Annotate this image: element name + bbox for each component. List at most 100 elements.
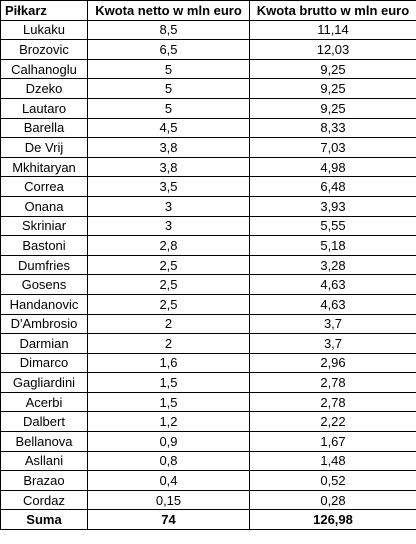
- net-amount: 6,5: [87, 39, 250, 60]
- player-name: Gagliardini: [0, 372, 88, 393]
- table-row: Dzeko 5 9,25: [0, 78, 416, 99]
- table-row: Gagliardini 1,5 2,78: [0, 372, 416, 393]
- table-row: De Vrij 3,8 7,03: [0, 137, 416, 158]
- table-row: Dumfries 2,5 3,28: [0, 254, 416, 276]
- gross-amount: 5,18: [249, 235, 416, 256]
- gross-amount: 3,28: [249, 254, 416, 276]
- gross-amount: 0,52: [249, 470, 416, 491]
- net-amount: 3,8: [87, 137, 250, 158]
- player-name: Skriniar: [0, 215, 88, 237]
- player-name: Dalbert: [0, 411, 88, 433]
- header-player: Piłkarz: [0, 0, 88, 21]
- net-amount: 2,5: [87, 293, 250, 315]
- player-name: Correa: [0, 176, 88, 197]
- table-row: Onana 3 3,93: [0, 195, 416, 217]
- net-amount: 0,4: [87, 470, 250, 491]
- player-name: Dimarco: [0, 352, 88, 374]
- net-amount: 3,5: [87, 176, 250, 197]
- gross-amount: 2,22: [249, 411, 416, 433]
- net-amount: 4,5: [87, 117, 250, 139]
- net-amount: 1,5: [87, 391, 250, 413]
- player-name: Acerbi: [0, 391, 88, 413]
- gross-amount: 11,14: [249, 19, 416, 41]
- net-amount: 5: [87, 97, 250, 119]
- net-amount: 0,9: [87, 431, 250, 452]
- gross-amount: 4,98: [249, 156, 416, 178]
- player-name: Cordaz: [0, 489, 88, 511]
- header-row: Piłkarz Kwota netto w mln euro Kwota bru…: [0, 0, 416, 21]
- net-amount: 5: [87, 78, 250, 99]
- player-name: Darmian: [0, 333, 88, 354]
- player-name: Barella: [0, 117, 88, 139]
- net-amount: 3: [87, 195, 250, 217]
- player-name: Dumfries: [0, 254, 88, 276]
- player-name: Mkhitaryan: [0, 156, 88, 178]
- gross-amount: 12,03: [249, 39, 416, 60]
- gross-amount: 3,93: [249, 195, 416, 217]
- gross-amount: 8,33: [249, 117, 416, 139]
- player-name: Lukaku: [0, 19, 88, 41]
- net-amount: 3: [87, 215, 250, 237]
- gross-amount: 2,78: [249, 372, 416, 393]
- gross-amount: 3,7: [249, 313, 416, 335]
- table-row: Lukaku 8,5 11,14: [0, 19, 416, 41]
- player-name: Brazao: [0, 470, 88, 491]
- gross-amount: 9,25: [249, 58, 416, 80]
- player-name: Calhanoglu: [0, 58, 88, 80]
- table-row: Lautaro 5 9,25: [0, 97, 416, 119]
- player-name: Lautaro: [0, 97, 88, 119]
- player-name: Brozovic: [0, 39, 88, 60]
- table-row: Skriniar 3 5,55: [0, 215, 416, 237]
- table-row: Dalbert 1,2 2,22: [0, 411, 416, 433]
- table-row: Correa 3,5 6,48: [0, 176, 416, 197]
- player-name: Bellanova: [0, 431, 88, 452]
- table-row: Handanovic 2,5 4,63: [0, 293, 416, 315]
- table-row: Dimarco 1,6 2,96: [0, 352, 416, 374]
- net-amount: 2,5: [87, 254, 250, 276]
- gross-amount: 7,03: [249, 137, 416, 158]
- table-row: Brazao 0,4 0,52: [0, 470, 416, 491]
- gross-amount: 9,25: [249, 78, 416, 99]
- total-gross: 126,98: [249, 509, 416, 531]
- table-row: Darmian 2 3,7: [0, 333, 416, 354]
- player-name: D'Ambrosio: [0, 313, 88, 335]
- player-name: Bastoni: [0, 235, 88, 256]
- table-row: Bastoni 2,8 5,18: [0, 235, 416, 256]
- player-name: De Vrij: [0, 137, 88, 158]
- gross-amount: 4,63: [249, 293, 416, 315]
- player-name: Onana: [0, 195, 88, 217]
- header-net-amount: Kwota netto w mln euro: [87, 0, 250, 21]
- table-row: Bellanova 0,9 1,67: [0, 431, 416, 452]
- gross-amount: 2,78: [249, 391, 416, 413]
- gross-amount: 4,63: [249, 274, 416, 295]
- net-amount: 1,6: [87, 352, 250, 374]
- gross-amount: 1,67: [249, 431, 416, 452]
- gross-amount: 3,7: [249, 333, 416, 354]
- net-amount: 8,5: [87, 19, 250, 41]
- net-amount: 2,5: [87, 274, 250, 295]
- salary-table: Piłkarz Kwota netto w mln euro Kwota bru…: [0, 0, 416, 531]
- net-amount: 2,8: [87, 235, 250, 256]
- header-gross-amount: Kwota brutto w mln euro: [249, 0, 416, 21]
- table-row: Calhanoglu 5 9,25: [0, 58, 416, 80]
- player-name: Gosens: [0, 274, 88, 295]
- table-row: Gosens 2,5 4,63: [0, 274, 416, 295]
- gross-amount: 6,48: [249, 176, 416, 197]
- table-row: Cordaz 0,15 0,28: [0, 489, 416, 511]
- gross-amount: 0,28: [249, 489, 416, 511]
- table-row: Acerbi 1,5 2,78: [0, 391, 416, 413]
- player-name: Asllani: [0, 450, 88, 472]
- table-row: Brozovic 6,5 12,03: [0, 39, 416, 60]
- gross-amount: 2,96: [249, 352, 416, 374]
- total-net: 74: [87, 509, 250, 531]
- net-amount: 3,8: [87, 156, 250, 178]
- net-amount: 2: [87, 313, 250, 335]
- player-name: Dzeko: [0, 78, 88, 99]
- net-amount: 5: [87, 58, 250, 80]
- net-amount: 0,15: [87, 489, 250, 511]
- net-amount: 1,2: [87, 411, 250, 433]
- gross-amount: 9,25: [249, 97, 416, 119]
- total-label: Suma: [0, 509, 88, 531]
- table-row: Mkhitaryan 3,8 4,98: [0, 156, 416, 178]
- table-row: Asllani 0,8 1,48: [0, 450, 416, 472]
